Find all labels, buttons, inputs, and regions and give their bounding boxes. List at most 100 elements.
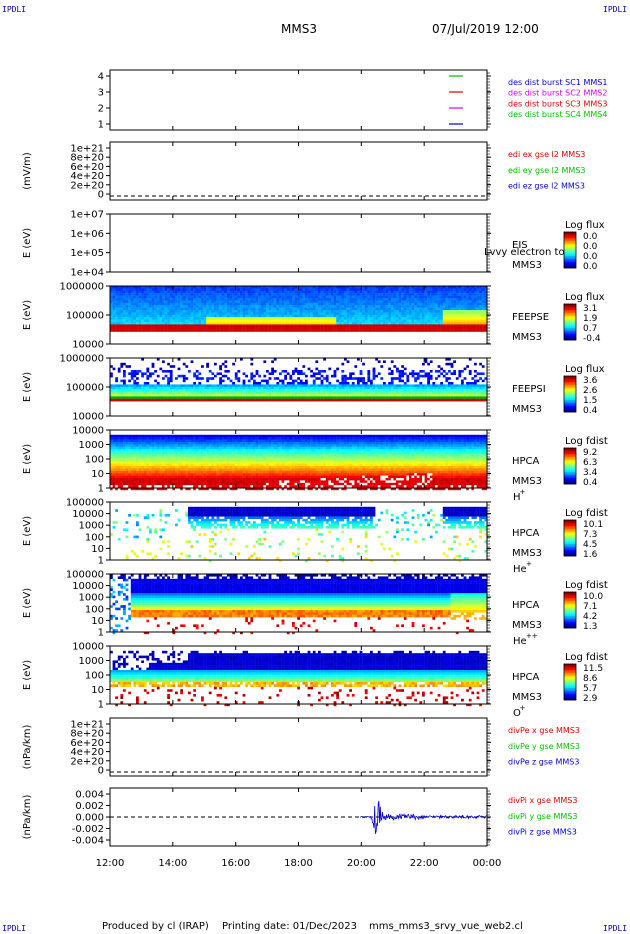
y-axis-label: (mV/m) <box>22 152 33 190</box>
series-label: divPi y gse MMS3 <box>508 812 577 821</box>
y-tick-label: 10 <box>91 544 104 555</box>
y-tick-label: 1000 <box>79 440 104 451</box>
instrument-label: HPCA <box>512 600 540 611</box>
footer-producer: Produced by cl (IRAP) <box>102 921 209 932</box>
spacecraft-label: MMS3 <box>512 404 542 415</box>
colorbar <box>563 447 577 485</box>
y-tick-label: 0.004 <box>75 790 104 801</box>
species-label: H <box>513 492 521 503</box>
series-label: des dist burst SC1 MMS1 <box>508 78 607 87</box>
colorbar-tick-label: 0.0 <box>583 262 598 272</box>
y-tick-label: 1e+07 <box>70 210 104 221</box>
y-tick-label: 10000 <box>72 426 104 437</box>
colorbar-tick-label: 1.9 <box>583 314 598 324</box>
y-tick-label: 0 <box>98 190 104 201</box>
spacecraft-title: MMS3 <box>281 22 317 36</box>
instrument-label: FEEPSI <box>512 384 546 395</box>
colorbar-title: Log fdist <box>565 652 608 663</box>
panel-6: 10000 1000 100 10 1 E (eV) HPCA MMS3 H+ Log fdist… <box>22 426 608 504</box>
y-tick-label: 0 <box>98 766 104 777</box>
y-tick-label: 2 <box>98 104 104 115</box>
y-tick-label: 1 <box>98 556 104 567</box>
series-label: des dist burst SC2 MMS2 <box>508 89 607 98</box>
colorbar-tick-label: 1.6 <box>583 550 598 560</box>
y-tick-label: 4 <box>98 72 104 83</box>
spacecraft-label: MMS3 <box>512 260 542 271</box>
panel-frame <box>109 141 488 201</box>
series-label: edi ez gse l2 MMS3 <box>508 182 585 191</box>
y-tick-label: 1000 <box>79 593 104 604</box>
panel-frame <box>109 213 488 273</box>
instrument-label: HPCA <box>512 528 540 539</box>
y-tick-label: 3 <box>98 88 104 99</box>
y-tick-label: 100 <box>85 671 104 682</box>
species-label: He <box>513 636 527 647</box>
y-axis-label: E (eV) <box>22 444 33 474</box>
colorbar-tick-label: 0.0 <box>583 252 598 262</box>
colorbar-tick-label: 2.6 <box>583 386 598 396</box>
colorbar-tick-label: 10.0 <box>583 592 603 602</box>
colorbar-tick-label: 6.3 <box>583 458 597 468</box>
y-tick-label: 6e+20 <box>70 162 104 173</box>
spacecraft-label: MMS3 <box>512 332 542 343</box>
y-tick-label: 10000 <box>72 340 104 351</box>
y-tick-label: 0.002 <box>75 801 104 812</box>
y-tick-label: 10000 <box>72 509 104 520</box>
y-tick-label: 1e+06 <box>70 229 104 240</box>
y-tick-label: 10 <box>91 616 104 627</box>
series-label: divPi x gse MMS3 <box>508 796 577 805</box>
colorbar-tick-label: 5.7 <box>583 684 597 694</box>
series-label: divPi z gse MMS3 <box>508 828 577 837</box>
x-tick-label: 16:00 <box>221 858 250 869</box>
y-axis-label: (nPa/km) <box>22 725 33 770</box>
y-tick-label: 10000 <box>72 642 104 653</box>
colorbar-tick-label: 0.4 <box>583 406 598 416</box>
colorbar <box>563 519 577 557</box>
y-tick-label: 1000 <box>79 656 104 667</box>
y-tick-label: 10 <box>91 685 104 696</box>
corner-tag-bottom-left: IPDLI <box>2 924 27 933</box>
colorbar-tick-label: 4.2 <box>583 612 597 622</box>
colorbar-tick-label: 0.0 <box>583 242 598 252</box>
colorbar-tick-label: 10.1 <box>583 520 603 530</box>
colorbar-title: Log flux <box>565 364 605 375</box>
y-tick-label: 100 <box>85 455 104 466</box>
spacecraft-label: MMS3 <box>512 548 542 559</box>
colorbar-title: Log fdist <box>565 580 608 591</box>
colorbar-tick-label: 1.5 <box>583 396 597 406</box>
x-tick-label: 20:00 <box>347 858 376 869</box>
colorbar-title: Log flux <box>565 292 605 303</box>
y-tick-label: 100000 <box>66 383 104 394</box>
panel-9: 10000 1000 100 10 1 E (eV) HPCA MMS3 O+ Log fdist… <box>22 642 608 720</box>
colorbar <box>563 303 577 341</box>
instrument-label: EIS <box>512 240 528 251</box>
colorbar-tick-label: 3.1 <box>583 304 597 314</box>
instrument-label: HPCA <box>512 456 540 467</box>
x-tick-label: 22:00 <box>410 858 439 869</box>
colorbar-tick-label: -0.4 <box>583 334 601 344</box>
y-axis-label: E (eV) <box>22 588 33 618</box>
y-tick-label: 4e+20 <box>70 747 104 758</box>
panel-frame <box>109 717 488 777</box>
y-tick-label: 1000 <box>79 521 104 532</box>
y-tick-label: 100 <box>85 604 104 615</box>
series-label: des dist burst SC3 MMS3 <box>508 99 607 108</box>
y-tick-label: 10 <box>91 469 104 480</box>
y-tick-label: 1000000 <box>59 282 104 293</box>
y-tick-label: 2e+20 <box>70 756 104 767</box>
series-label: divPe z gse MMS3 <box>508 758 579 767</box>
panel-5: 1000000 100000 10000 E (eV) FEEPSI MMS3 Log fl… <box>22 354 605 423</box>
y-tick-label: 10000 <box>72 412 104 423</box>
colorbar <box>563 591 577 629</box>
colorbar-tick-label: 7.3 <box>583 530 597 540</box>
y-tick-label: 1e+04 <box>70 268 104 279</box>
species-charge: + <box>520 488 526 496</box>
corner-tag-top-left: IPDLI <box>2 5 27 14</box>
y-tick-label: -0.002 <box>72 824 104 835</box>
colorbar <box>563 231 577 269</box>
y-axis-label: (nPa/km) <box>22 795 33 840</box>
